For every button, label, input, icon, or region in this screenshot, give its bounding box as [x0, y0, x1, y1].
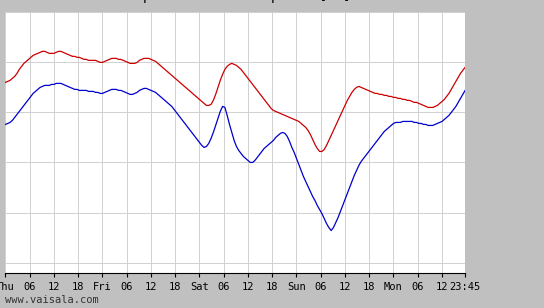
Text: Temperature and Dewpoint [°C]: Temperature and Dewpoint [°C]	[119, 0, 351, 3]
Text: www.vaisala.com: www.vaisala.com	[5, 295, 99, 305]
